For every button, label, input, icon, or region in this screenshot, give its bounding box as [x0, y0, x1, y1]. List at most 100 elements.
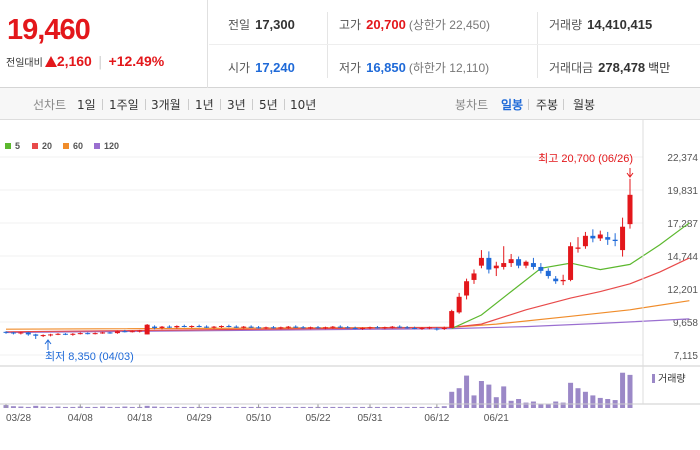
high-label: 고가 [339, 18, 362, 32]
tab-monthly[interactable]: 월봉 [573, 98, 596, 112]
high-annotation: 최고 20,700 (06/26) [538, 152, 633, 165]
volume-bar [449, 391, 455, 408]
x-tick-label: 04/29 [187, 413, 212, 424]
open-cell: 시가 17,240 [228, 59, 295, 76]
volume-bar [144, 405, 150, 408]
open-label: 시가 [228, 61, 251, 75]
candle-body [464, 281, 470, 296]
candle-body [382, 327, 388, 329]
prev-close-value: 17,300 [255, 17, 295, 32]
candle-body [256, 327, 262, 329]
volume-bar [597, 397, 603, 408]
volume-bar [456, 388, 462, 408]
candle-body [612, 239, 618, 242]
candle-body [441, 327, 447, 329]
tab-5years[interactable]: 5년 [259, 98, 278, 112]
candle-body [70, 333, 76, 335]
volume-bar [70, 406, 76, 408]
candle-body [181, 325, 187, 327]
candle-body [404, 327, 410, 329]
volume-bar [360, 406, 366, 408]
candle-body [389, 326, 395, 328]
candle-body [33, 334, 39, 336]
volume-bar [40, 406, 46, 408]
candle-body [270, 327, 276, 329]
y-tick-label: 19,831 [667, 186, 698, 197]
x-tick-label: 04/08 [68, 413, 93, 424]
prev-close-label: 전일 [228, 18, 251, 32]
tab-1year[interactable]: 1년 [195, 98, 214, 112]
tab-1week[interactable]: 1주일 [109, 98, 139, 112]
amount-label: 거래대금 [549, 61, 594, 75]
volume-bar [107, 406, 113, 408]
volume-bar [627, 374, 633, 408]
y-tick-label: 14,744 [667, 252, 698, 263]
tab-weekly[interactable]: 주봉 [536, 98, 559, 112]
volume-bar [85, 406, 91, 408]
x-axis: 03/28 04/08 04/18 04/29 05/10 05/22 05/31 06/12… [5, 404, 509, 424]
price-box: 19,460 전일대비 2,160 | +12.49% [0, 0, 208, 88]
tab-separator [563, 99, 564, 110]
candle-body [114, 331, 120, 334]
candle-body [308, 327, 314, 329]
low-cell: 저가 16,850 (하한가 12,110) [339, 59, 489, 76]
x-tick-label: 06/12 [424, 413, 449, 424]
candle-body [293, 326, 299, 328]
low-annotation: 최저 8,350 (04/03) [45, 350, 134, 363]
legend-swatch-ma120 [94, 143, 100, 149]
volume-legend-swatch [652, 374, 655, 383]
candle-body [456, 296, 462, 313]
candle-body [560, 279, 566, 282]
current-price: 19,460 [7, 14, 91, 46]
volume-bar [478, 381, 484, 408]
candle-body [545, 270, 551, 277]
volume-bar [62, 406, 68, 408]
tab-10years[interactable]: 10년 [290, 98, 317, 112]
volume-bar [471, 395, 477, 408]
x-tick-label: 05/31 [357, 413, 382, 424]
volume-bar [293, 406, 299, 408]
candle-body [248, 326, 254, 328]
candle-body [100, 332, 106, 334]
volume-bar [204, 406, 210, 408]
tab-3years[interactable]: 3년 [227, 98, 246, 112]
candle-body [330, 326, 336, 328]
tab-1day[interactable]: 1일 [77, 98, 96, 112]
volume-bar [523, 402, 529, 408]
candle-body [523, 261, 529, 266]
candle-body [590, 235, 596, 239]
candle-body [218, 325, 224, 327]
tab-separator [188, 99, 189, 110]
volume-bar [166, 406, 172, 408]
candle-body [582, 235, 588, 247]
volume-bar [233, 406, 239, 408]
candle-body [322, 327, 328, 329]
volume-bar [278, 406, 284, 408]
legend-swatch-ma20 [32, 143, 38, 149]
volume-bar [582, 391, 588, 408]
candle-body [211, 326, 217, 328]
change-separator: | [93, 55, 107, 70]
x-tick-label: 04/18 [127, 413, 152, 424]
candle-body [55, 333, 61, 335]
tab-daily[interactable]: 일봉 [501, 98, 524, 112]
volume-bar [553, 401, 559, 408]
ma20-line [5, 257, 690, 333]
tab-3months[interactable]: 3개월 [151, 98, 181, 112]
volume-bar [419, 406, 425, 408]
candle-body [352, 327, 358, 329]
candle-body [620, 226, 626, 251]
candle-body [419, 327, 425, 329]
candle-body [300, 327, 306, 329]
volume-bar [486, 384, 492, 408]
volume-bar [300, 406, 306, 408]
volume-bar [152, 406, 158, 408]
low-label: 저가 [339, 61, 362, 75]
volume-bar [25, 406, 31, 408]
candles [3, 178, 633, 339]
volume-bar [48, 406, 54, 408]
volume-bar [620, 372, 626, 408]
candle-body [189, 325, 195, 327]
tab-separator [145, 99, 146, 110]
volume-bar [285, 406, 291, 408]
